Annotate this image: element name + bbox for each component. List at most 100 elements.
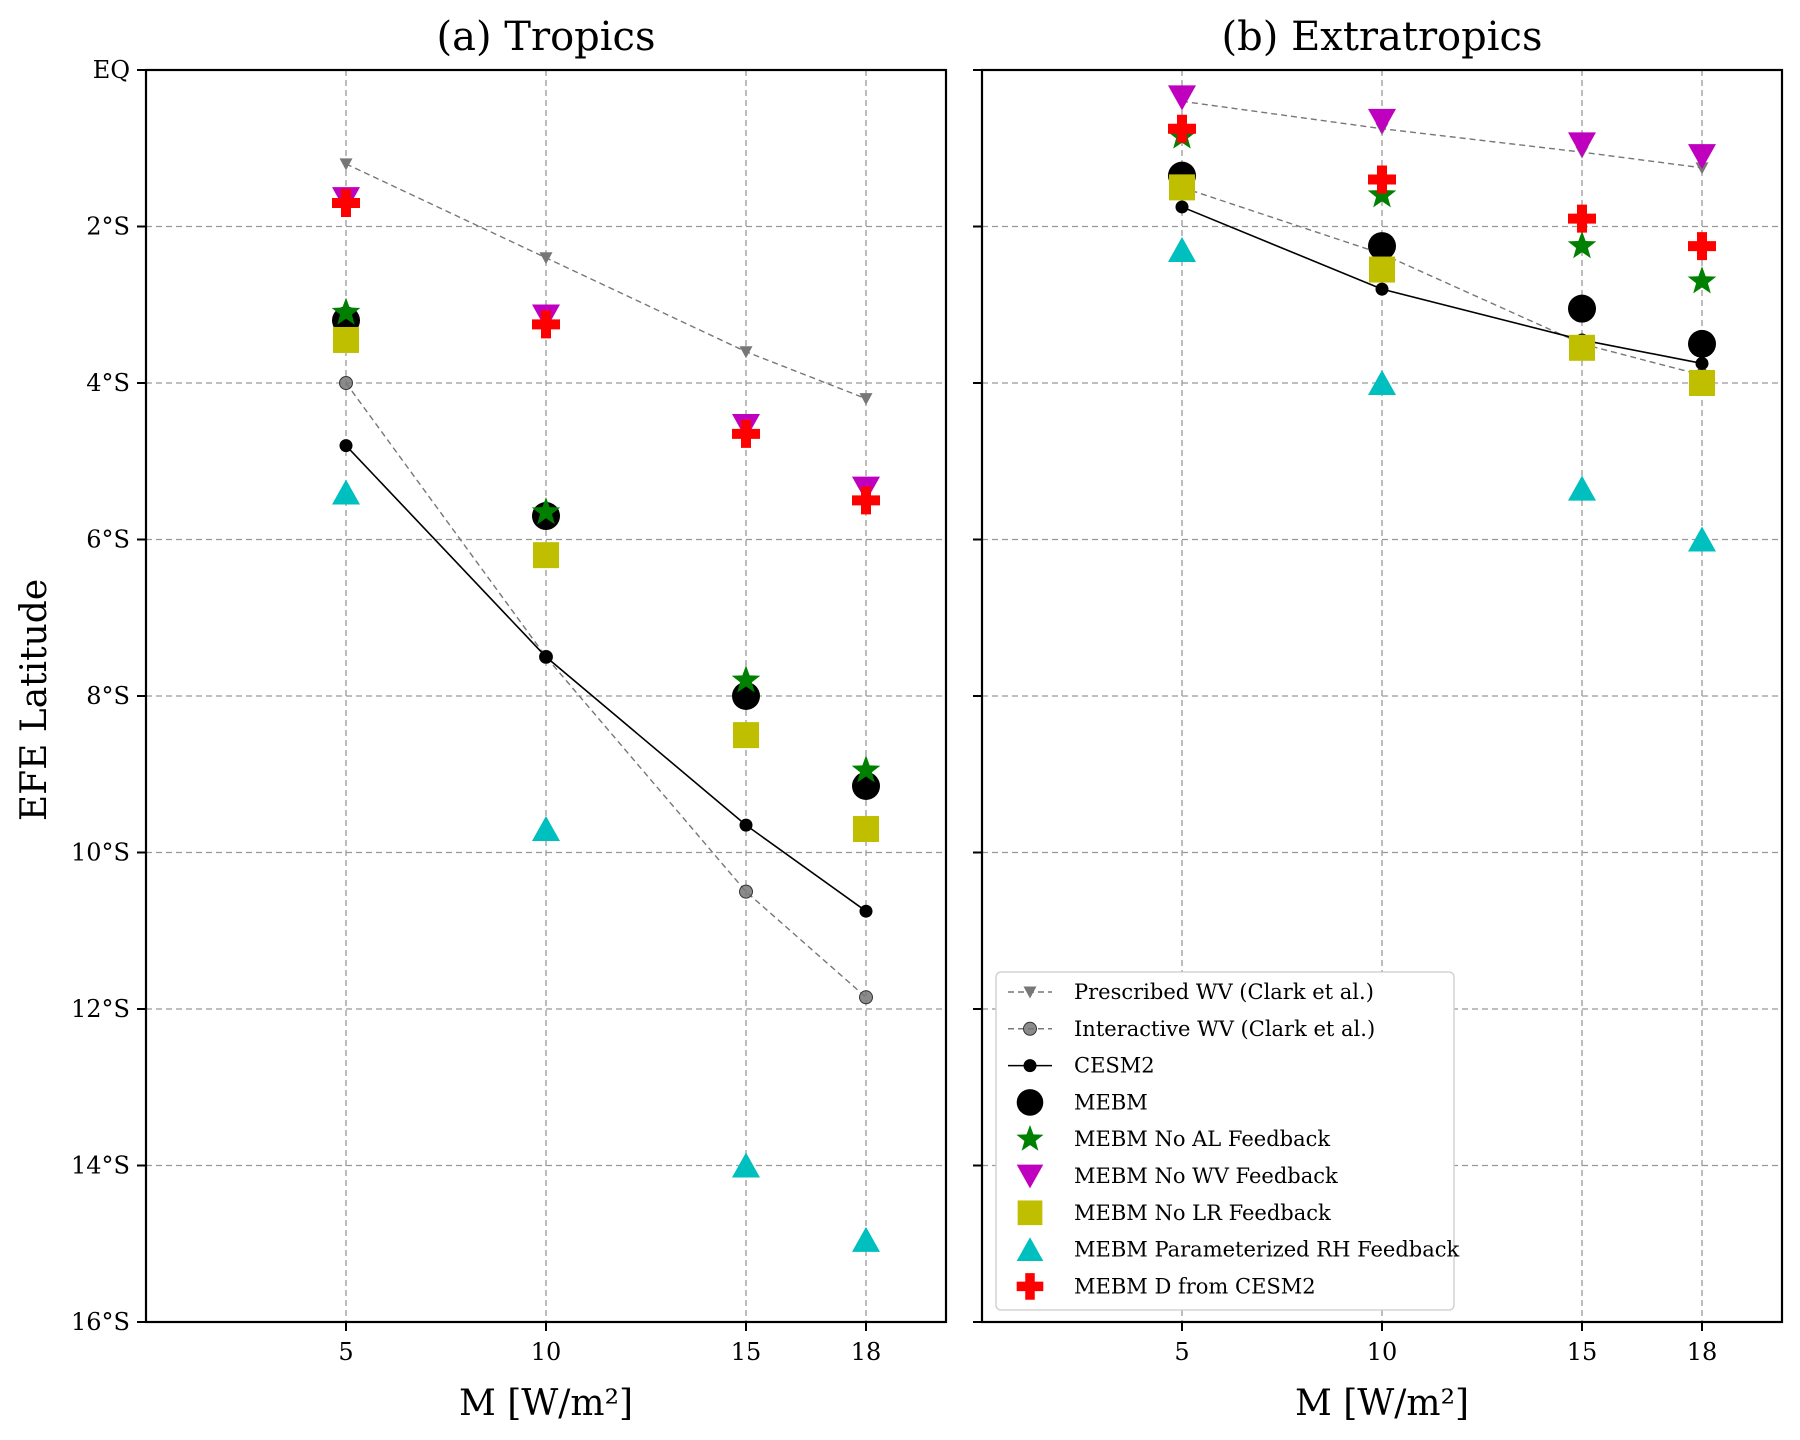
- series-star: [331, 297, 881, 783]
- legend-marker: [1017, 1200, 1043, 1226]
- plot-frame: [144, 68, 948, 1324]
- x-tick-label: 18: [1687, 1338, 1718, 1366]
- data-point: [1175, 200, 1189, 214]
- data-point: [339, 376, 353, 390]
- data-point: [1568, 294, 1596, 323]
- data-point: [1368, 232, 1396, 261]
- legend-label: CESM2: [1074, 1054, 1155, 1078]
- series-line: [1181, 186, 1703, 376]
- y-tick-label: 4°S: [86, 369, 130, 397]
- series-tri-down: [1168, 85, 1716, 170]
- data-point: [733, 722, 759, 749]
- data-point: [332, 189, 360, 218]
- data-point: [1688, 329, 1716, 358]
- data-point: [852, 1226, 880, 1252]
- data-point: [539, 650, 553, 664]
- data-point: [333, 326, 359, 353]
- series-tri-down: [332, 187, 880, 502]
- x-tick-label: 15: [1567, 1338, 1598, 1366]
- legend-marker: [1016, 1273, 1044, 1300]
- panel-tropics: (a) Tropics EFE Latitude M [W/m²] 5 10 15 1…: [14, 14, 948, 1424]
- data-point: [531, 497, 561, 525]
- series-square: [333, 326, 879, 843]
- x-tick-label: 5: [1174, 1338, 1189, 1366]
- series-line: [1181, 206, 1703, 365]
- data-point: [1168, 85, 1196, 111]
- x-tick-label: 5: [338, 1338, 353, 1366]
- series-big-circle: [332, 306, 880, 800]
- data-point: [539, 252, 553, 265]
- legend-label: MEBM No AL Feedback: [1074, 1127, 1330, 1151]
- data-point: [859, 904, 873, 918]
- y-tick-label: 16°S: [71, 1308, 130, 1336]
- data-point: [853, 816, 879, 843]
- data-point: [1688, 232, 1716, 261]
- legend-label: Interactive WV (Clark et al.): [1074, 1017, 1375, 1041]
- data-point: [532, 816, 560, 842]
- x-axis-label-extratropics: M [W/m²]: [1295, 1383, 1469, 1424]
- data-point: [1567, 231, 1597, 259]
- panel-title-tropics: (a) Tropics: [437, 14, 656, 60]
- plot-frame: [980, 68, 1784, 1324]
- legend-frame: [995, 971, 1455, 1311]
- legend-marker: [1023, 1059, 1037, 1073]
- series-line-dashed-tri: [1175, 95, 1709, 175]
- series-square: [1169, 174, 1715, 396]
- data-point: [1375, 282, 1389, 296]
- legend-marker: [1016, 1237, 1044, 1261]
- y-axis-label: EFE Latitude: [14, 579, 55, 821]
- series-tri-up: [332, 479, 880, 1252]
- legend-marker: [1016, 1164, 1044, 1189]
- data-point: [732, 419, 760, 448]
- data-point: [852, 486, 880, 515]
- x-tick-label: 10: [1367, 1338, 1398, 1366]
- series-plus: [332, 189, 880, 515]
- series-star: [1167, 121, 1717, 294]
- legend-marker: [1023, 1021, 1037, 1036]
- legend-marker: [1016, 1089, 1044, 1116]
- data-point: [1695, 356, 1709, 370]
- series-line-dashed-tri: [339, 158, 873, 406]
- x-tick-label: 10: [531, 1338, 562, 1366]
- series-line: [1181, 100, 1703, 169]
- data-point: [339, 158, 353, 171]
- y-tick-label: 14°S: [71, 1152, 130, 1180]
- data-point: [1569, 334, 1595, 361]
- x-tick-label: 15: [731, 1338, 762, 1366]
- data-point: [859, 393, 873, 406]
- data-point: [331, 297, 361, 325]
- data-point: [739, 346, 753, 359]
- series-tri-up: [1168, 236, 1716, 552]
- data-point: [1169, 174, 1195, 201]
- y-tick-label: 6°S: [86, 526, 130, 554]
- data-point: [732, 1152, 760, 1178]
- data-point: [532, 310, 560, 339]
- data-point: [1689, 370, 1715, 396]
- y-tick-label: EQ: [93, 56, 130, 84]
- data-point: [332, 479, 360, 505]
- legend-label: Prescribed WV (Clark et al.): [1074, 980, 1374, 1004]
- data-point: [859, 990, 873, 1005]
- data-point: [1688, 526, 1716, 552]
- data-point: [1688, 144, 1716, 170]
- series-line-solid-dot: [339, 439, 873, 918]
- y-tick-label: 10°S: [71, 839, 130, 867]
- data-point: [739, 884, 753, 899]
- x-tick-label: 18: [851, 1338, 882, 1366]
- series-plus: [1168, 114, 1716, 261]
- legend: Prescribed WV (Clark et al.) Interactive …: [995, 971, 1460, 1311]
- legend-label: MEBM No WV Feedback: [1074, 1164, 1338, 1188]
- legend-marker: [1016, 1124, 1044, 1151]
- series-line: [345, 163, 867, 400]
- data-point: [1568, 204, 1596, 233]
- data-point: [533, 542, 559, 569]
- legend-marker: [1023, 986, 1037, 999]
- series-line-dashed-circle: [339, 376, 873, 1005]
- data-point: [1568, 475, 1596, 501]
- series-line: [345, 382, 867, 998]
- legend-label: MEBM D from CESM2: [1074, 1274, 1316, 1298]
- y-tick-label: 12°S: [71, 995, 130, 1023]
- data-point: [1367, 180, 1397, 208]
- series-line: [345, 445, 867, 912]
